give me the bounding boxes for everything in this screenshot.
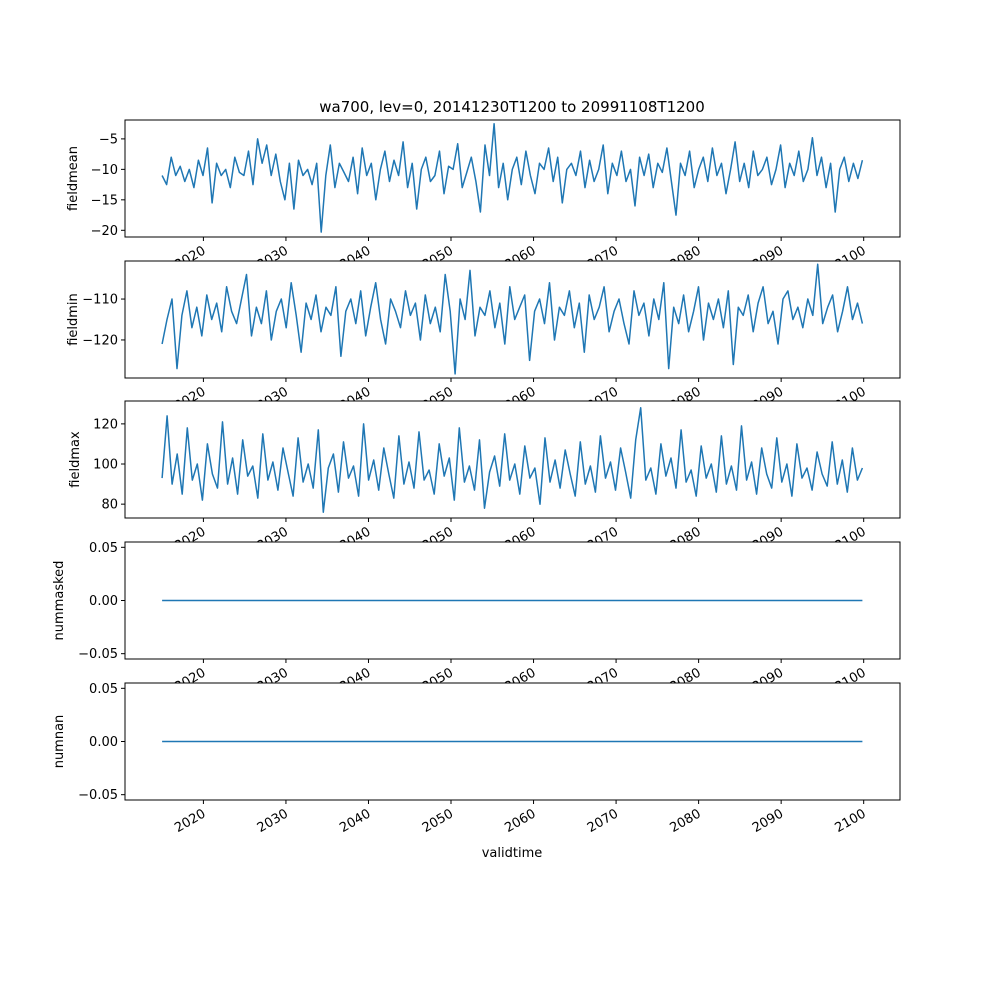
- y-axis-label: fieldmax: [68, 431, 83, 488]
- plot-area: [125, 261, 900, 378]
- series-line-fieldmean: [161, 122, 864, 233]
- y-axis-label: nummasked: [52, 561, 67, 641]
- y-tick-label: −15: [91, 193, 118, 208]
- y-tick-label: −120: [82, 333, 118, 348]
- y-tick-label: −20: [91, 224, 118, 239]
- y-axis-label: numnan: [52, 715, 67, 769]
- series-line-fieldmin: [161, 263, 864, 375]
- series-line-fieldmax: [161, 407, 864, 513]
- y-tick-label: 0.05: [89, 541, 118, 556]
- y-tick-label: 80: [101, 498, 118, 513]
- x-axis-label: validtime: [482, 846, 543, 861]
- y-tick-label: −110: [82, 293, 118, 308]
- y-tick-label: 0.00: [89, 735, 118, 750]
- y-tick-label: 100: [93, 458, 118, 473]
- axes-frame: [124, 119, 901, 238]
- y-tick-label: −0.05: [78, 647, 118, 662]
- chart-title: wa700, lev=0, 20141230T1200 to 20991108T…: [319, 98, 705, 116]
- axes-frame: [124, 260, 901, 379]
- y-tick-label: 120: [93, 417, 118, 432]
- axes-frame: [124, 400, 901, 519]
- y-tick-label: 0.00: [89, 594, 118, 609]
- y-tick-label: −5: [99, 132, 118, 147]
- y-tick-label: −0.05: [78, 788, 118, 803]
- y-tick-label: 0.05: [89, 682, 118, 697]
- y-tick-label: −10: [91, 163, 118, 178]
- plot-area: [125, 401, 900, 518]
- y-axis-label: fieldmean: [66, 146, 81, 211]
- y-axis-label: fieldmin: [66, 293, 81, 346]
